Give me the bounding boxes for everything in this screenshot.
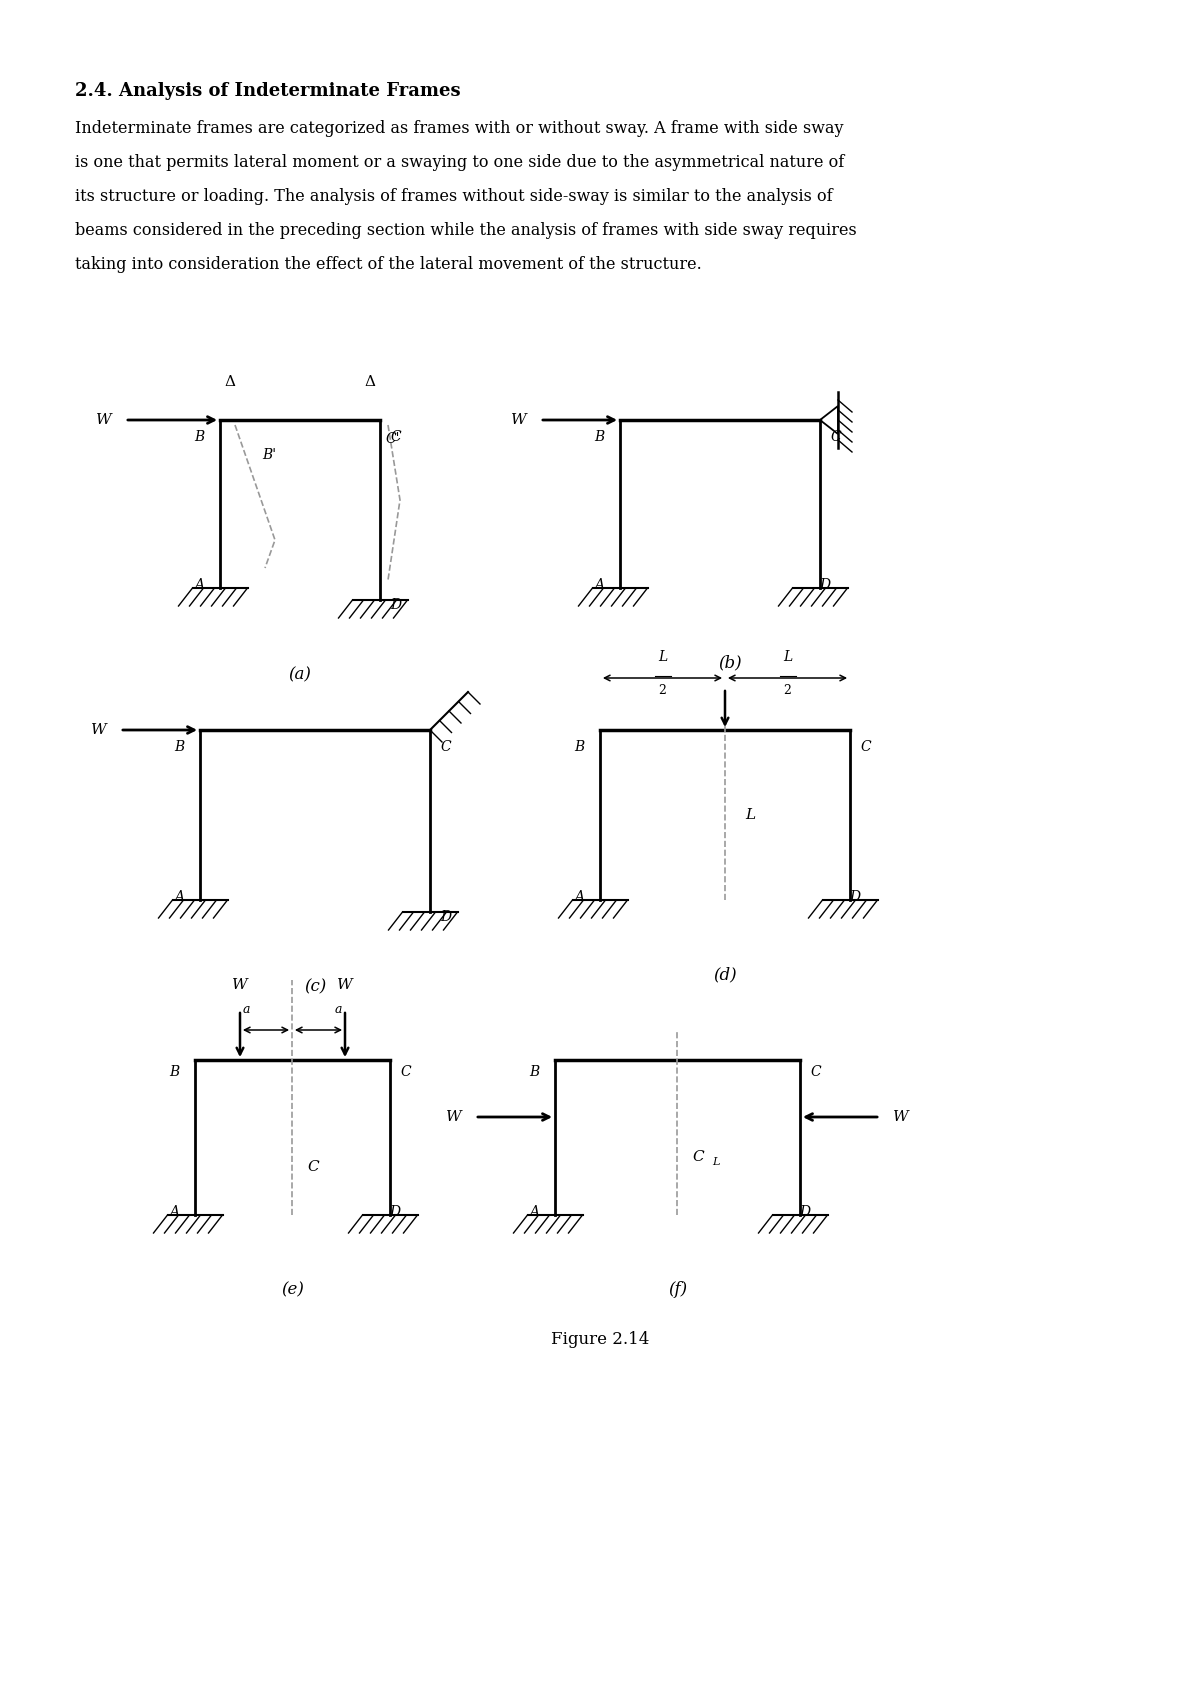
Text: D: D xyxy=(799,1205,810,1218)
Text: B': B' xyxy=(262,448,276,462)
Text: B: B xyxy=(174,740,184,753)
Text: C: C xyxy=(810,1066,821,1079)
Text: C: C xyxy=(390,429,401,445)
Text: W: W xyxy=(511,412,527,428)
Text: C: C xyxy=(860,740,871,753)
Text: (a): (a) xyxy=(288,667,312,684)
Text: is one that permits lateral moment or a swaying to one side due to the asymmetri: is one that permits lateral moment or a … xyxy=(74,154,845,171)
Text: taking into consideration the effect of the lateral movement of the structure.: taking into consideration the effect of … xyxy=(74,256,702,273)
Text: L: L xyxy=(658,650,667,664)
Text: W: W xyxy=(96,412,112,428)
Text: B: B xyxy=(529,1066,539,1079)
Text: D: D xyxy=(390,597,401,613)
Text: A: A xyxy=(194,579,204,592)
Text: D: D xyxy=(389,1205,400,1218)
Text: D: D xyxy=(848,889,860,905)
Text: W: W xyxy=(91,723,107,736)
Text: C': C' xyxy=(385,433,400,446)
Text: A: A xyxy=(529,1205,539,1218)
Text: Indeterminate frames are categorized as frames with or without sway. A frame wit: Indeterminate frames are categorized as … xyxy=(74,120,844,137)
Text: C: C xyxy=(692,1151,703,1164)
Text: B: B xyxy=(594,429,604,445)
Text: C: C xyxy=(307,1161,319,1174)
Text: beams considered in the preceding section while the analysis of frames with side: beams considered in the preceding sectio… xyxy=(74,222,857,239)
Text: (c): (c) xyxy=(304,979,326,996)
Text: A: A xyxy=(174,889,184,905)
Text: B: B xyxy=(574,740,584,753)
Text: Δ: Δ xyxy=(365,375,376,389)
Text: C: C xyxy=(830,429,841,445)
Text: W: W xyxy=(893,1110,908,1123)
Text: (d): (d) xyxy=(713,967,737,984)
Text: 2: 2 xyxy=(659,684,666,697)
Text: its structure or loading. The analysis of frames without side-sway is similar to: its structure or loading. The analysis o… xyxy=(74,188,833,205)
Text: C: C xyxy=(440,740,451,753)
Text: Figure 2.14: Figure 2.14 xyxy=(551,1332,649,1349)
Text: a: a xyxy=(242,1003,250,1017)
Text: 2: 2 xyxy=(784,684,792,697)
Text: B: B xyxy=(169,1066,179,1079)
Text: Δ: Δ xyxy=(224,375,235,389)
Text: A: A xyxy=(574,889,584,905)
Text: L: L xyxy=(712,1157,719,1168)
Text: a: a xyxy=(335,1003,342,1017)
Text: W: W xyxy=(232,977,248,993)
Text: L: L xyxy=(782,650,792,664)
Text: (b): (b) xyxy=(718,655,742,672)
Text: D: D xyxy=(818,579,830,592)
Text: 2.4. Analysis of Indeterminate Frames: 2.4. Analysis of Indeterminate Frames xyxy=(74,81,461,100)
Text: A: A xyxy=(594,579,604,592)
Text: (f): (f) xyxy=(668,1281,688,1298)
Text: W: W xyxy=(337,977,353,993)
Text: B: B xyxy=(193,429,204,445)
Text: C: C xyxy=(400,1066,410,1079)
Text: L: L xyxy=(745,808,755,821)
Text: A: A xyxy=(169,1205,179,1218)
Text: W: W xyxy=(446,1110,462,1123)
Text: (e): (e) xyxy=(281,1281,304,1298)
Text: D: D xyxy=(440,910,451,923)
